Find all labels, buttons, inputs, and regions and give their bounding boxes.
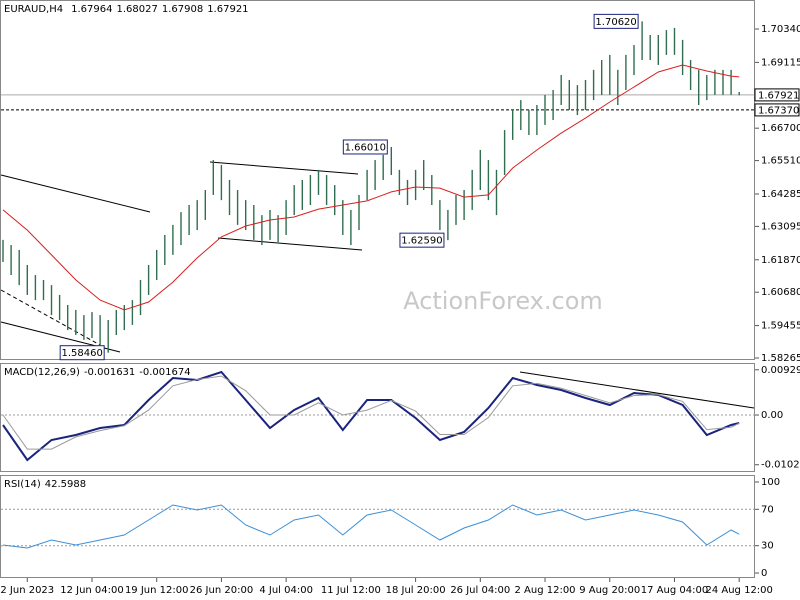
indicator-value: -0.001631 bbox=[84, 367, 135, 378]
y-tick-label: 1.60680 bbox=[761, 287, 800, 298]
y-tick-label: 100 bbox=[761, 477, 780, 488]
chart-header: EURAUD,H4 1.67964 1.68027 1.67908 1.67921 bbox=[4, 4, 249, 15]
y-tick-label: 1.65510 bbox=[761, 156, 800, 167]
channel-line bbox=[209, 161, 359, 175]
channel-line bbox=[217, 237, 363, 251]
price-label-box bbox=[754, 88, 800, 102]
price-label: 1.67370 bbox=[758, 105, 799, 116]
y-tick-label: 1.63095 bbox=[761, 221, 800, 232]
x-tick-label: 2 Jun 2023 bbox=[0, 585, 54, 596]
indicator-line bbox=[2, 504, 740, 549]
annotation-box bbox=[342, 139, 388, 155]
indicator-value: -0.001674 bbox=[139, 367, 190, 378]
y-tick-label: 1.61870 bbox=[761, 255, 800, 266]
x-tick-label: 11 Jul 12:00 bbox=[321, 585, 381, 596]
y-tick-label: 1.66700 bbox=[761, 123, 800, 134]
indicator-value: 42.5988 bbox=[45, 479, 86, 490]
y-tick-label: 1.59455 bbox=[761, 321, 800, 332]
price-label: 1.67921 bbox=[758, 90, 799, 101]
quote-value: 1.68027 bbox=[116, 4, 157, 15]
price-panel bbox=[0, 0, 755, 360]
y-tick-label: 70 bbox=[761, 504, 774, 515]
trendline bbox=[0, 174, 151, 213]
y-tick-label: 1.69115 bbox=[761, 57, 800, 68]
x-tick-label: 2 Aug 12:00 bbox=[514, 585, 575, 596]
y-tick-label: 0.009291 bbox=[761, 365, 800, 376]
chart-title: EURAUD,H4 bbox=[4, 4, 63, 15]
annotation-label: 1.66010 bbox=[345, 142, 386, 153]
indicator-name: MACD(12,26,9) bbox=[4, 367, 80, 378]
quote-value: 1.67921 bbox=[207, 4, 248, 15]
annotation-box bbox=[593, 13, 639, 29]
y-tick-label: -0.010211 bbox=[761, 460, 800, 471]
y-tick-label: 1.58265 bbox=[761, 353, 800, 364]
annotation-label: 1.58460 bbox=[61, 348, 102, 359]
watermark: ActionForex.com bbox=[403, 287, 603, 315]
indicator-line bbox=[2, 375, 740, 450]
x-tick-label: 19 Jun 12:00 bbox=[125, 585, 189, 596]
annotation-label: 1.62590 bbox=[401, 236, 442, 247]
y-tick-label: 30 bbox=[761, 541, 774, 552]
rsi-panel bbox=[0, 475, 755, 578]
x-tick-label: 9 Aug 20:00 bbox=[579, 585, 640, 596]
x-tick-label: 26 Jul 04:00 bbox=[450, 585, 510, 596]
annotation-box bbox=[399, 232, 445, 248]
y-tick-label: 0 bbox=[761, 568, 767, 579]
x-tick-label: 18 Jul 20:00 bbox=[386, 585, 446, 596]
annotation-label: 1.70620 bbox=[595, 17, 636, 28]
moving-average bbox=[2, 64, 740, 311]
quote-value: 1.67908 bbox=[162, 4, 203, 15]
quote-value: 1.67964 bbox=[71, 4, 112, 15]
macd-trendline bbox=[519, 371, 755, 409]
indicator-legend: MACD(12,26,9) -0.001631 -0.001674 bbox=[4, 367, 191, 378]
annotation-box bbox=[59, 345, 105, 361]
indicator-line bbox=[2, 370, 740, 462]
x-tick-label: 26 Jun 20:00 bbox=[190, 585, 254, 596]
x-tick-label: 4 Jul 04:00 bbox=[259, 585, 313, 596]
macd-panel bbox=[0, 363, 755, 472]
y-tick-label: 1.70340 bbox=[761, 24, 800, 35]
x-tick-label: 12 Jun 04:00 bbox=[60, 585, 124, 596]
y-tick-label: 1.64285 bbox=[761, 189, 800, 200]
y-tick-label: 0.00 bbox=[761, 410, 783, 421]
indicator-name: RSI(14) bbox=[4, 479, 41, 490]
indicator-legend: RSI(14) 42.5988 bbox=[4, 479, 86, 490]
x-tick-label: 24 Aug 12:00 bbox=[705, 585, 772, 596]
x-tick-label: 17 Aug 04:00 bbox=[641, 585, 708, 596]
price-label-box bbox=[754, 103, 800, 117]
